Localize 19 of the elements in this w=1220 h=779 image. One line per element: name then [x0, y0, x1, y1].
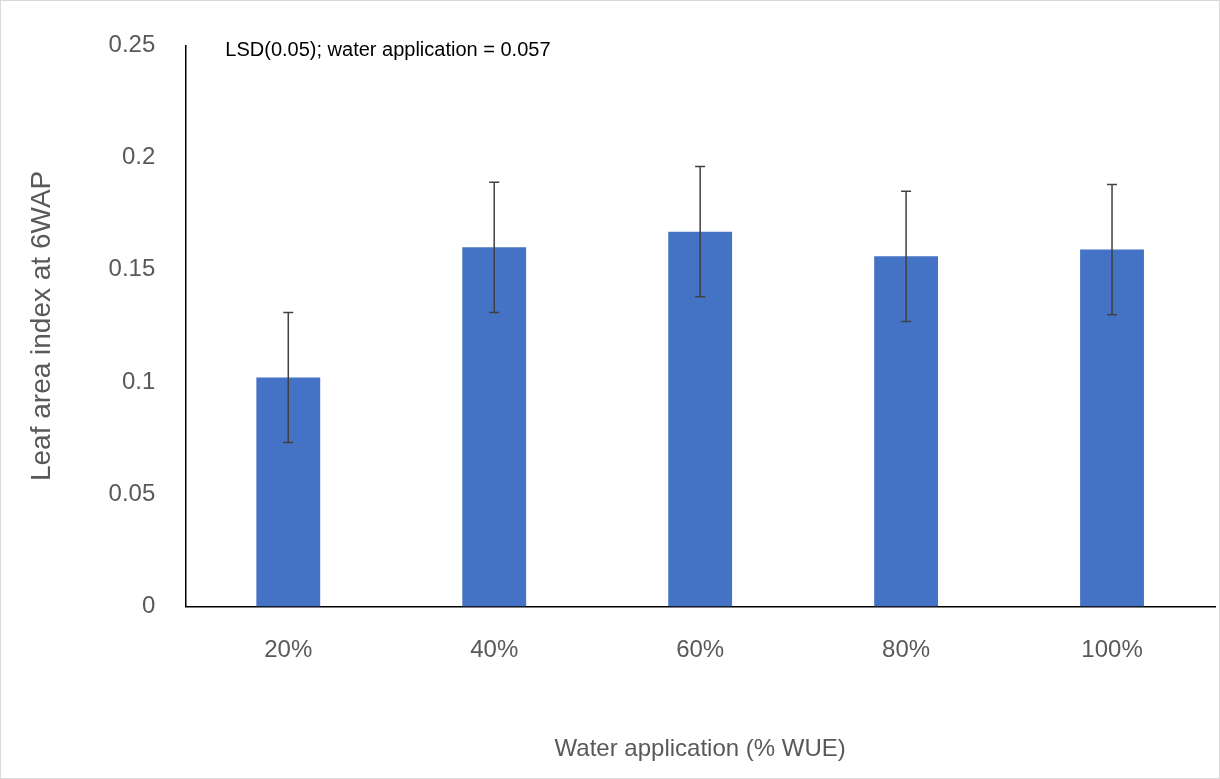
x-tick-label: 20%: [264, 635, 313, 663]
y-tick-label: 0.1: [121, 366, 156, 394]
bar: [874, 256, 939, 607]
y-tick-label: 0.15: [108, 254, 156, 282]
y-tick-label: 0.25: [108, 30, 156, 58]
bar: [462, 247, 527, 607]
y-axis-title: Leaf area index at 6WAP: [24, 170, 56, 482]
y-tick-label: 0.2: [121, 142, 156, 170]
x-tick-label: 100%: [1081, 635, 1143, 663]
x-tick-label: 80%: [882, 635, 931, 663]
bar: [1080, 249, 1144, 607]
y-tick-label: 0: [141, 591, 156, 619]
x-tick-label: 60%: [676, 635, 725, 663]
annotation: LSD(0.05); water application = 0.057: [225, 37, 551, 60]
x-axis-title: Water application (% WUE): [554, 734, 846, 762]
y-tick-label: 0.05: [108, 478, 156, 506]
bar: [256, 377, 321, 607]
x-tick-label: 40%: [470, 635, 519, 663]
bar: [668, 231, 733, 607]
